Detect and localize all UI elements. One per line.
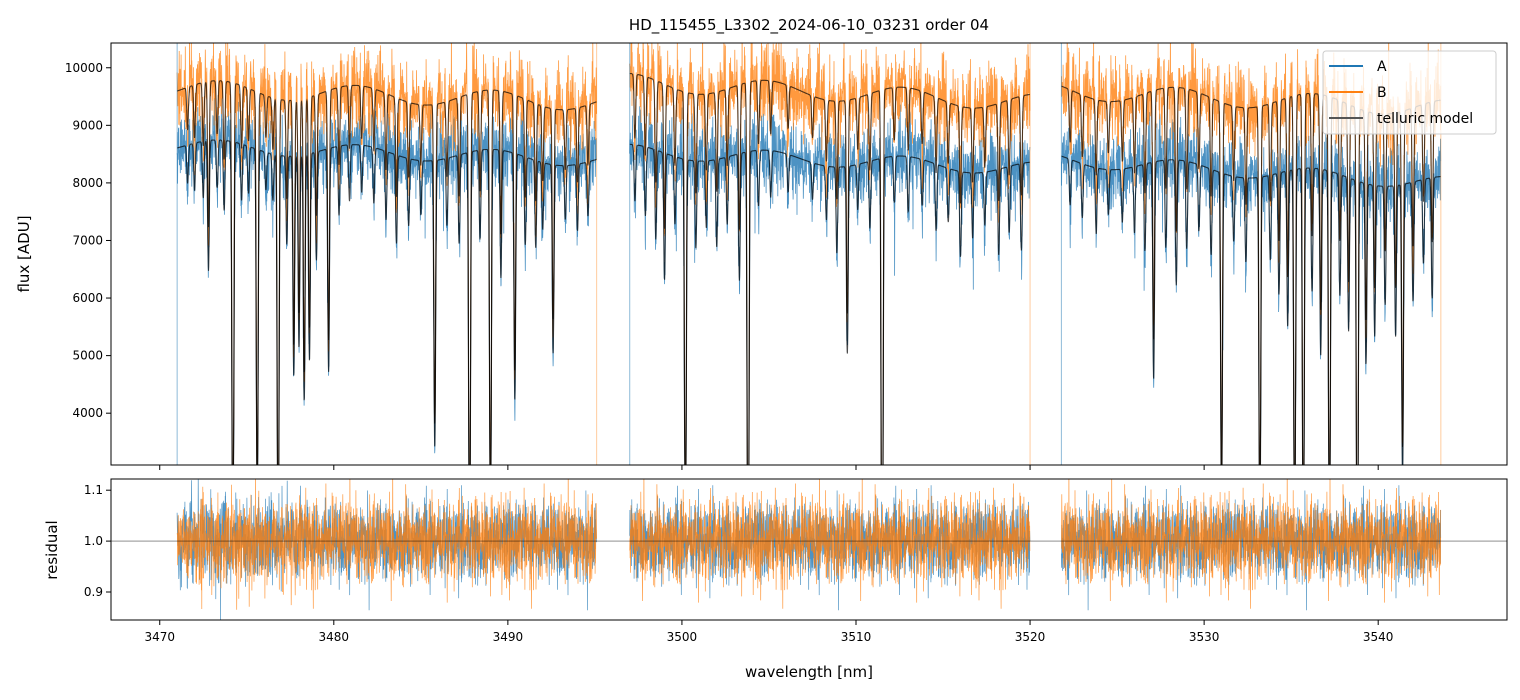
flux-ylabel: flux [ADU] [15, 215, 33, 292]
flux-ytick-label: 8000 [72, 176, 103, 190]
telluric-model-a-line [176, 139, 597, 465]
residual-ytick-label: 0.9 [84, 585, 103, 599]
legend-label-model: telluric model [1377, 111, 1473, 127]
telluric-model-a-line [629, 143, 1030, 465]
flux-ytick-label: 6000 [72, 291, 103, 305]
residual-ytick-label: 1.1 [84, 483, 103, 497]
flux-plot-area [176, 43, 1442, 465]
flux-axes-frame [110, 42, 1508, 466]
legend-label-a: A [1377, 59, 1387, 75]
series-a-line [1061, 112, 1442, 465]
telluric-model-b-line [629, 72, 1030, 465]
xtick-label: 3470 [144, 630, 175, 644]
residual-ylabel: residual [43, 520, 61, 579]
residual-b-line [1061, 479, 1442, 609]
telluric-model-a-line [1061, 155, 1441, 465]
telluric-model-b-line [176, 80, 597, 465]
residual-plot-area [111, 479, 1507, 620]
xtick-label: 3480 [319, 630, 350, 644]
xtick-label: 3540 [1363, 630, 1394, 644]
xtick-label: 3500 [667, 630, 698, 644]
residual-axes-frame [110, 478, 1508, 621]
legend: A B telluric model [1322, 50, 1497, 135]
residual-ytick-label: 1.0 [84, 534, 103, 548]
series-b-line [629, 43, 1031, 465]
flux-ytick-label: 4000 [72, 406, 103, 420]
flux-ytick-label: 10000 [65, 61, 103, 75]
xtick-label: 3510 [841, 630, 872, 644]
flux-ytick-label: 7000 [72, 233, 103, 247]
xtick-label: 3490 [493, 630, 524, 644]
xtick-label: 3520 [1015, 630, 1046, 644]
residual-b-line [629, 479, 1031, 609]
xtick-label: 3530 [1189, 630, 1220, 644]
xlabel: wavelength [nm] [745, 663, 873, 681]
residual-b-line [176, 479, 597, 610]
chart-title: HD_115455_L3302_2024-06-10_03231 order 0… [629, 16, 989, 35]
legend-box [1322, 50, 1497, 135]
flux-ytick-label: 9000 [72, 118, 103, 132]
legend-label-b: B [1377, 85, 1387, 101]
flux-ytick-label: 5000 [72, 349, 103, 363]
